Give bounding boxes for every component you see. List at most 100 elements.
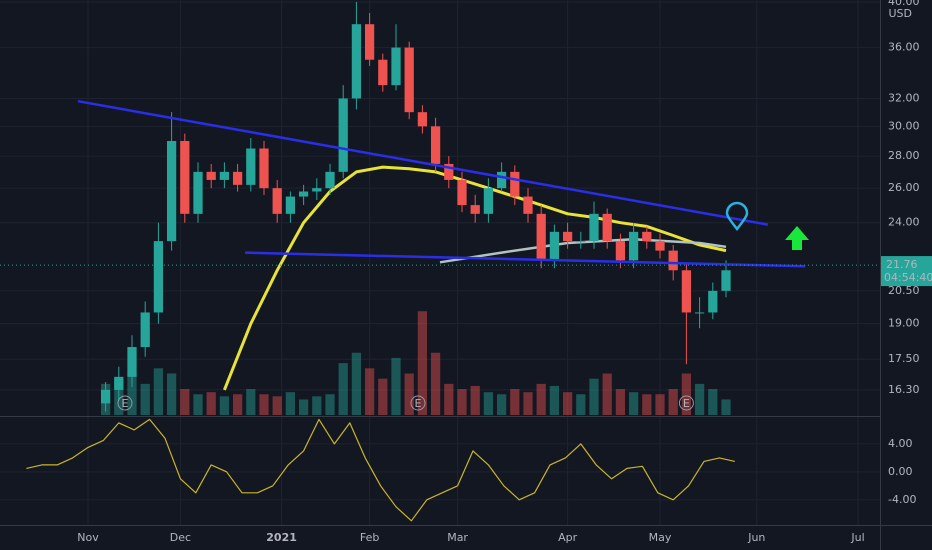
candle-body — [219, 171, 230, 180]
candle-body — [536, 213, 546, 261]
volume-bar — [655, 394, 665, 415]
y-tick-label: 0.00 — [888, 465, 913, 478]
volume-bar — [219, 396, 230, 415]
candle-body — [496, 171, 507, 189]
candle-body — [589, 213, 599, 242]
volume-bar — [153, 368, 164, 415]
volume-bar — [589, 378, 599, 415]
volume-bar — [272, 396, 282, 415]
volume-bar — [246, 389, 256, 415]
candle-body — [285, 196, 296, 214]
volume-bar — [523, 392, 533, 415]
oscillator-line — [26, 418, 735, 522]
candle-body — [166, 140, 177, 242]
volume-bar — [180, 389, 190, 415]
volume-bar — [140, 383, 150, 415]
x-tick-label: Feb — [360, 531, 379, 544]
y-tick-label: 26.00 — [888, 181, 920, 194]
x-tick-label: May — [649, 531, 672, 544]
candle-body — [232, 171, 243, 185]
x-tick-label: Nov — [77, 531, 99, 544]
volume-bar — [351, 352, 362, 415]
candle-body — [180, 140, 190, 214]
candle-body — [708, 290, 718, 313]
candle-body — [338, 98, 348, 172]
y-tick-label: 36.00 — [888, 41, 920, 54]
y-tick-label: 32.00 — [888, 91, 920, 104]
volume-bar — [628, 392, 639, 415]
candle-body — [378, 59, 388, 86]
price-pane — [0, 2, 880, 412]
candle-body — [721, 270, 731, 291]
volume-bar — [166, 373, 177, 415]
volume-bar — [391, 357, 401, 415]
volume-bar — [325, 394, 335, 415]
last-price-label: 21.76 — [886, 258, 918, 271]
volume-bar — [536, 383, 546, 415]
y-tick-label: 20.50 — [888, 284, 920, 297]
candle-body — [404, 47, 414, 113]
candle-body — [430, 126, 441, 164]
candle-body — [694, 312, 705, 314]
candle-body — [364, 24, 375, 60]
event-label: E — [415, 397, 422, 410]
candle-body — [483, 188, 494, 214]
candle-body — [642, 231, 652, 242]
candle-body — [298, 191, 309, 197]
y-tick-label: 24.00 — [888, 216, 920, 229]
candle-body — [351, 24, 362, 99]
y-tick-label: 19.00 — [888, 317, 920, 330]
y-tick-label: 16.30 — [888, 383, 920, 396]
volume-bar — [312, 396, 322, 415]
volume-bar — [470, 385, 480, 415]
volume-bar — [430, 352, 441, 415]
volume-bar — [298, 399, 309, 415]
candle-body — [114, 376, 124, 390]
y-tick-label: 40.00 — [888, 0, 920, 8]
x-tick-label: Jul — [850, 531, 864, 544]
green-arrow — [785, 226, 809, 250]
candle-body — [325, 171, 335, 189]
volume-bar — [708, 389, 718, 415]
candle-body — [523, 196, 533, 214]
volume-bar — [364, 368, 375, 415]
volume-bar — [562, 392, 573, 415]
volume-bar — [285, 392, 296, 415]
volume-bar — [404, 373, 414, 415]
volume-bar — [483, 392, 494, 415]
candle-body — [576, 241, 586, 243]
countdown-label: 04:54:40 — [884, 271, 932, 284]
x-tick-label: 2021 — [266, 531, 297, 544]
candle-body — [549, 231, 560, 261]
candle-body — [457, 179, 467, 206]
candle-body — [312, 188, 322, 192]
y-tick-label: 30.00 — [888, 119, 920, 132]
candle-body — [444, 163, 454, 180]
volume-bar — [681, 373, 692, 415]
volume-bar — [510, 389, 520, 415]
volume-bar — [127, 373, 137, 415]
y-tick-label: 4.00 — [888, 437, 913, 450]
candle-body — [259, 148, 269, 189]
volume-bar — [694, 383, 705, 415]
x-tick-label: Mar — [447, 531, 468, 544]
y-tick-label: 28.00 — [888, 149, 920, 162]
candle-body — [272, 188, 282, 214]
volume-bar — [193, 394, 203, 415]
event-marker — [117, 395, 133, 411]
candle-body — [100, 389, 111, 404]
candle-body — [615, 241, 626, 261]
volume-bar — [259, 394, 269, 415]
volume-bar — [721, 399, 731, 415]
candle-body — [391, 47, 401, 86]
volume-bar — [549, 385, 560, 415]
volume-bar — [338, 363, 348, 415]
pin-icon — [725, 201, 749, 232]
currency: USD — [888, 7, 912, 20]
candle-body — [602, 213, 612, 242]
candle-body — [417, 112, 428, 127]
volume-bar — [602, 373, 612, 415]
trendline — [77, 99, 769, 226]
moving-average — [439, 238, 727, 264]
